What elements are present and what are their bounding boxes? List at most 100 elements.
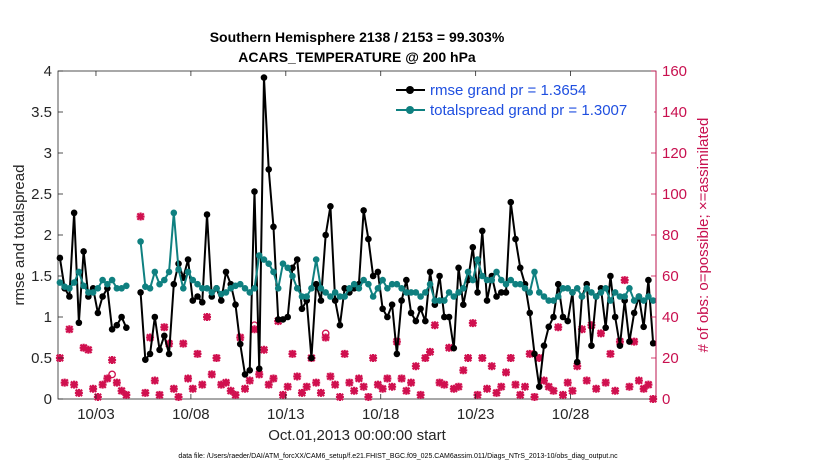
y-tick-label: 2.5 [31,186,52,203]
data-point-spread [317,285,325,292]
data-point-spread [569,289,576,296]
data-point-rmse [142,356,149,363]
data-point-spread [573,285,581,292]
data-point-spread [521,285,529,292]
data-point-spread [474,256,481,263]
data-point-rmse [507,198,515,206]
obs-assimilated-marker [606,349,615,358]
obs-assimilated-marker [568,386,577,395]
data-point-rmse [388,301,396,309]
data-point-spread [312,256,320,263]
data-point-spread [545,297,553,304]
data-point-rmse [649,339,657,347]
data-point-spread [255,252,263,259]
obs-assimilated-marker [487,362,496,371]
data-point-rmse [80,248,87,255]
y-right-tick-label: 140 [662,104,687,121]
x-tick-label: 10/08 [172,406,210,423]
data-point-spread [488,276,496,284]
y-tick-label: 0.5 [31,350,52,367]
obs-assimilated-marker [601,378,610,387]
data-point-rmse [455,264,462,272]
obs-assimilated-marker [141,388,150,397]
data-point-rmse [493,293,500,300]
data-point-rmse [66,293,73,300]
data-point-rmse [512,235,519,243]
obs-assimilated-marker [511,380,520,389]
data-point-rmse [474,289,481,296]
data-point-rmse [341,285,348,292]
y-axis-right-label: # of obs: o=possible; ×=assimilated [695,118,712,353]
data-point-spread [208,289,216,296]
data-point-spread [331,289,339,296]
data-point-spread [369,293,377,300]
x-axis-label: Oct.01,2013 00:00:00 start [268,427,446,444]
chart-title-line1: Southern Hemisphere 2138 / 2153 = 99.303… [210,29,505,45]
data-point-spread [611,289,619,296]
obs-assimilated-marker [459,366,468,375]
obs-assimilated-marker [388,382,397,391]
data-point-rmse [526,309,534,317]
data-point-spread [189,276,197,284]
data-point-rmse [198,298,206,306]
obs-assimilated-marker [521,382,530,391]
data-file-footer: data file: /Users/raeder/DAI/ATM_forcXX/… [178,453,618,460]
data-point-spread [602,285,609,292]
data-point-spread [94,285,102,292]
obs-assimilated-marker [392,337,401,346]
obs-assimilated-marker [150,376,159,385]
obs-assimilated-marker [293,372,302,381]
data-point-spread [360,276,367,284]
obs-assimilated-marker [516,390,525,399]
data-point-rmse [151,313,159,321]
obs-assimilated-marker [620,276,629,285]
obs-assimilated-marker [359,382,368,391]
obs-assimilated-marker [65,325,74,334]
data-point-spread [236,280,244,288]
data-point-spread [198,285,206,292]
data-point-spread [621,293,628,300]
data-point-rmse [403,276,410,284]
y-right-tick-label: 0 [662,391,670,408]
x-tick-label: 10/23 [457,406,495,423]
data-point-rmse [554,280,562,288]
obs-assimilated-marker [369,354,378,362]
y-right-tick-label: 160 [662,63,687,80]
data-point-spread [336,293,344,300]
obs-possible-marker [108,370,116,379]
data-point-spread [592,293,600,300]
x-tick-label: 10/28 [552,406,590,423]
data-point-rmse [260,74,268,81]
data-point-spread [161,276,168,284]
data-point-rmse [478,227,486,235]
data-point-spread [298,293,306,300]
data-point-spread [89,289,97,296]
obs-assimilated-marker [468,319,477,328]
data-point-spread [607,297,614,304]
obs-assimilated-marker [407,378,416,387]
data-point-spread [535,289,543,296]
data-point-spread [270,268,277,276]
obs-assimilated-marker [473,390,482,399]
data-point-rmse [497,289,505,296]
obs-assimilated-marker [426,347,435,356]
data-point-rmse [450,344,458,352]
obs-assimilated-marker [136,212,145,221]
data-point-spread [137,238,144,245]
data-point-spread [175,266,182,273]
data-point-rmse [108,326,116,333]
data-point-rmse [426,268,434,276]
obs-assimilated-marker [644,380,653,389]
data-point-spread [222,289,230,296]
legend-rmse-marker [406,86,414,94]
data-point-rmse [393,350,401,358]
data-point-spread [645,293,652,300]
data-point-rmse [460,301,467,309]
legend-box [386,80,654,122]
obs-assimilated-marker [554,323,563,332]
data-point-rmse [611,313,619,321]
data-point-rmse [189,297,197,304]
data-point-spread [550,297,557,304]
data-point-spread [66,285,73,292]
data-point-rmse [99,293,106,300]
